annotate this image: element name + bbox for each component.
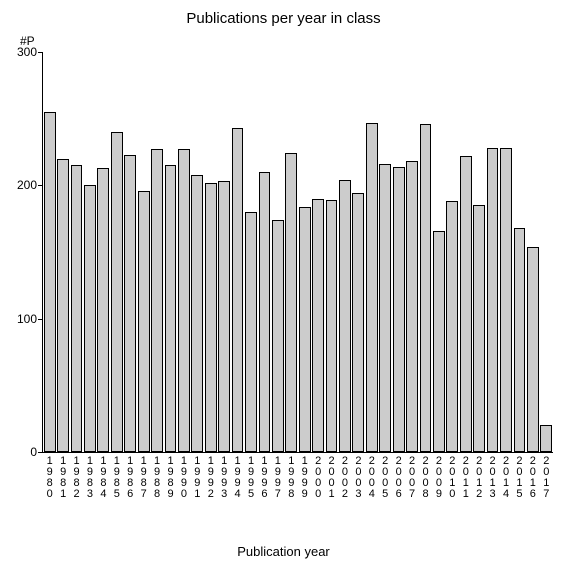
bar (272, 220, 284, 452)
xtick-label: 1 9 8 7 (140, 456, 148, 500)
bar (487, 148, 499, 452)
xtick-label: 1 9 8 0 (46, 456, 54, 500)
xtick-label: 1 9 9 0 (180, 456, 188, 500)
ytick-mark (38, 319, 43, 320)
bar (165, 165, 177, 452)
xtick-label: 2 0 0 7 (408, 456, 416, 500)
bar (57, 159, 69, 452)
xtick-label: 2 0 1 0 (448, 456, 456, 500)
chart-title: Publications per year in class (0, 10, 567, 27)
ytick-label: 300 (17, 45, 37, 59)
xtick-label: 2 0 0 1 (328, 456, 336, 500)
bar (540, 425, 552, 452)
bar (460, 156, 472, 452)
xtick-label: 1 9 9 5 (247, 456, 255, 500)
bar (97, 168, 109, 452)
bar (514, 228, 526, 452)
x-axis-title: Publication year (0, 544, 567, 559)
xtick-label: 2 0 1 3 (489, 456, 497, 500)
xtick-label: 2 0 1 5 (515, 456, 523, 500)
bar (44, 112, 56, 452)
xtick-label: 1 9 9 6 (260, 456, 268, 500)
xtick-label: 1 9 9 4 (234, 456, 242, 500)
bar (71, 165, 83, 452)
xtick-label: 1 9 8 3 (86, 456, 94, 500)
xtick-label: 2 0 1 1 (462, 456, 470, 500)
xtick-label: 1 9 9 8 (287, 456, 295, 500)
bar (352, 193, 364, 452)
ytick-label: 100 (17, 312, 37, 326)
ytick-label: 200 (17, 178, 37, 192)
xtick-label: 2 0 1 4 (502, 456, 510, 500)
bar (406, 161, 418, 452)
xtick-label: 1 9 9 9 (301, 456, 309, 500)
xtick-label: 1 9 8 2 (73, 456, 81, 500)
bar (393, 167, 405, 452)
xtick-label: 2 0 0 0 (314, 456, 322, 500)
bar (500, 148, 512, 452)
bar (84, 185, 96, 452)
bar (473, 205, 485, 452)
xtick-label: 1 9 9 1 (193, 456, 201, 500)
xtick-label: 2 0 0 5 (381, 456, 389, 500)
xtick-label: 2 0 1 2 (475, 456, 483, 500)
xtick-label: 1 9 9 7 (274, 456, 282, 500)
plot-area: 01002003001 9 8 01 9 8 11 9 8 21 9 8 31 … (42, 52, 553, 453)
ytick-label: 0 (30, 445, 37, 459)
xtick-label: 1 9 8 9 (167, 456, 175, 500)
ytick-mark (38, 185, 43, 186)
bar (312, 199, 324, 452)
xtick-label: 1 9 9 3 (220, 456, 228, 500)
ytick-mark (38, 452, 43, 453)
xtick-label: 1 9 9 2 (207, 456, 215, 500)
xtick-label: 2 0 0 8 (422, 456, 430, 500)
chart-container: Publications per year in class #P 010020… (0, 0, 567, 567)
bar (366, 123, 378, 452)
bar (138, 191, 150, 452)
bar (259, 172, 271, 452)
bar (339, 180, 351, 452)
bar (420, 124, 432, 452)
ytick-mark (38, 52, 43, 53)
bar (218, 181, 230, 452)
xtick-label: 1 9 8 8 (153, 456, 161, 500)
xtick-label: 1 9 8 5 (113, 456, 121, 500)
bar (379, 164, 391, 452)
xtick-label: 1 9 8 6 (126, 456, 134, 500)
xtick-label: 2 0 0 9 (435, 456, 443, 500)
xtick-label: 2 0 0 3 (354, 456, 362, 500)
xtick-label: 2 0 1 7 (542, 456, 550, 500)
xtick-label: 1 9 8 4 (99, 456, 107, 500)
bar (433, 231, 445, 452)
xtick-label: 2 0 0 4 (368, 456, 376, 500)
xtick-label: 2 0 0 6 (395, 456, 403, 500)
xtick-label: 1 9 8 1 (59, 456, 67, 500)
xtick-label: 2 0 1 6 (529, 456, 537, 500)
bar (151, 149, 163, 452)
bar (232, 128, 244, 452)
bar (527, 247, 539, 452)
xtick-label: 2 0 0 2 (341, 456, 349, 500)
bar (299, 207, 311, 452)
bar (191, 175, 203, 452)
bar (124, 155, 136, 452)
bar (245, 212, 257, 452)
bar (446, 201, 458, 452)
bar (205, 183, 217, 452)
bar (111, 132, 123, 452)
bar (326, 200, 338, 452)
bar (285, 153, 297, 452)
bar (178, 149, 190, 452)
